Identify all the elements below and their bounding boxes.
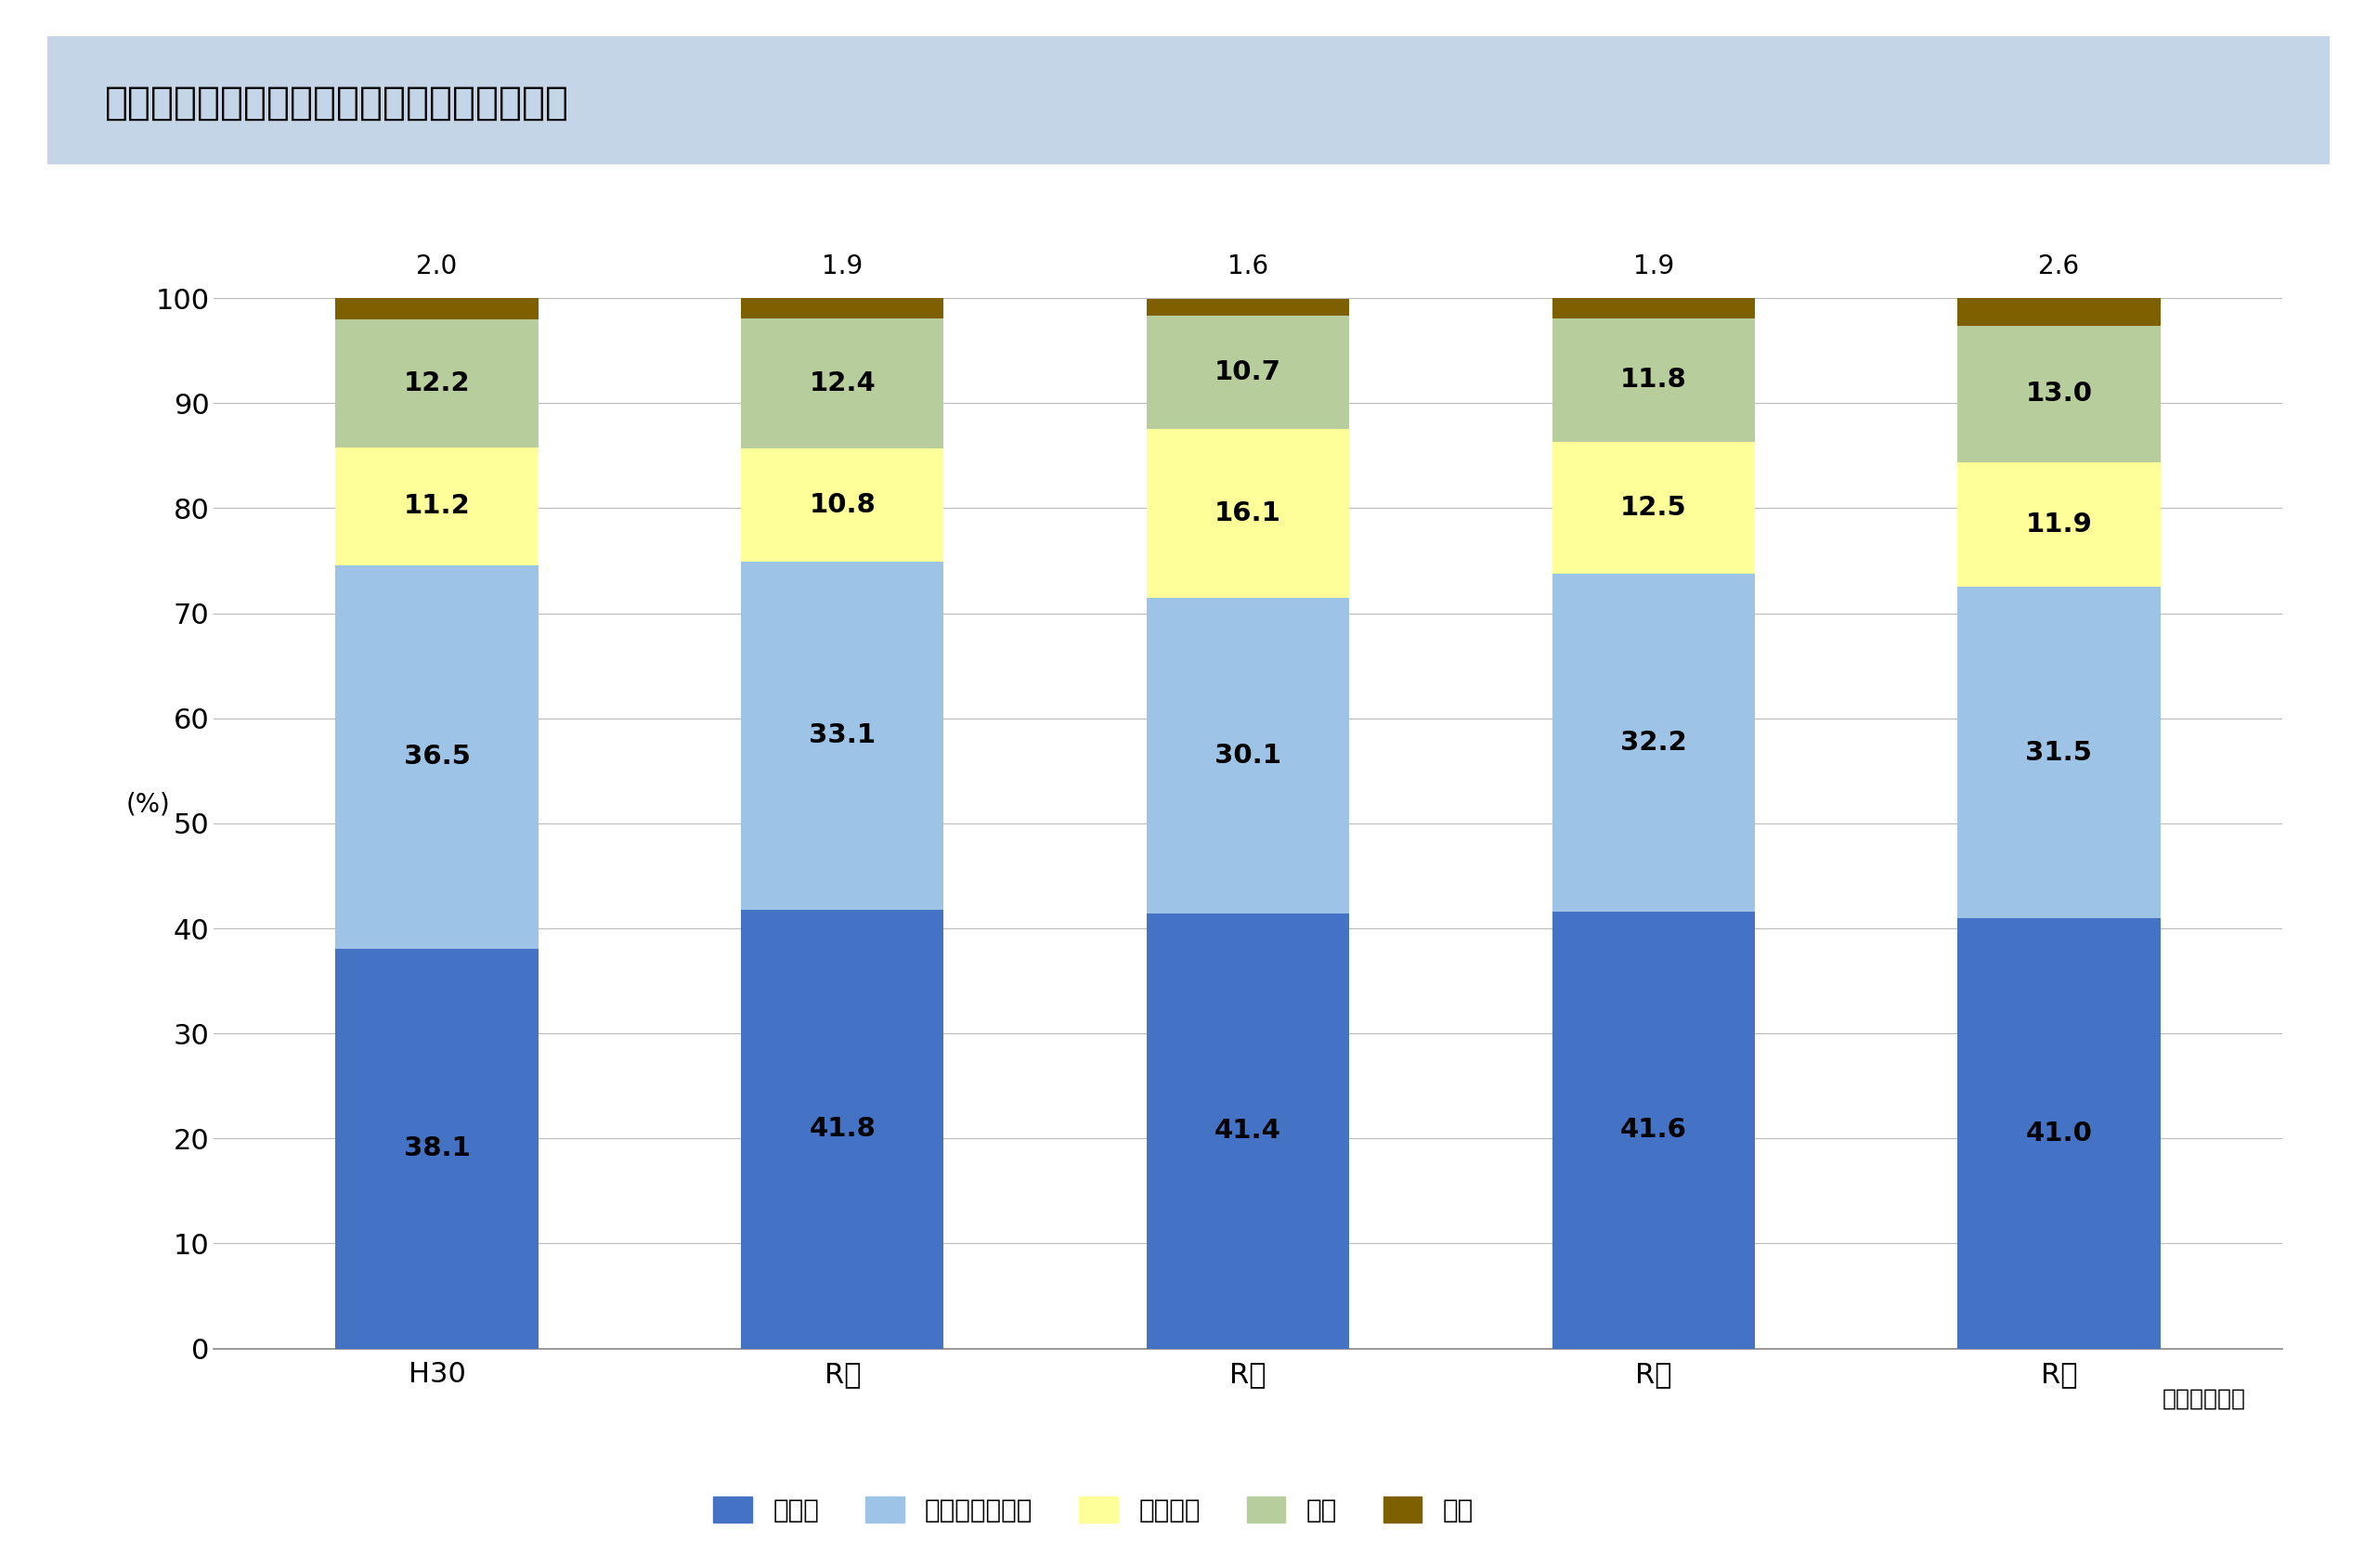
Text: 1.9: 1.9 <box>1633 254 1673 279</box>
Text: 41.0: 41.0 <box>2025 1120 2092 1146</box>
Text: 2.6: 2.6 <box>2039 254 2080 279</box>
Bar <box>335 320 537 447</box>
Text: 11.8: 11.8 <box>1621 367 1688 394</box>
Bar <box>1959 463 2161 586</box>
Text: 36.5: 36.5 <box>404 743 471 770</box>
Bar <box>742 561 944 909</box>
Text: 10.8: 10.8 <box>808 492 875 517</box>
Bar <box>1146 317 1350 428</box>
Text: 32.2: 32.2 <box>1621 729 1688 756</box>
Bar <box>742 909 944 1348</box>
Text: 38.1: 38.1 <box>404 1135 471 1162</box>
Text: 13.0: 13.0 <box>2025 381 2092 406</box>
Bar <box>1959 326 2161 463</box>
Text: 12.4: 12.4 <box>808 370 875 397</box>
Bar <box>1552 911 1754 1348</box>
Bar <box>1146 914 1350 1348</box>
Text: 41.8: 41.8 <box>808 1116 875 1142</box>
Text: 1.9: 1.9 <box>822 254 863 279</box>
Bar <box>1552 298 1754 318</box>
Text: 10.7: 10.7 <box>1215 359 1281 386</box>
Bar <box>335 949 537 1348</box>
Bar <box>1959 586 2161 917</box>
FancyBboxPatch shape <box>48 36 2329 165</box>
Text: 31.5: 31.5 <box>2025 740 2092 765</box>
Bar <box>1552 318 1754 442</box>
Bar <box>335 564 537 949</box>
Bar <box>1146 428 1350 597</box>
Text: 1.6: 1.6 <box>1227 254 1269 279</box>
Bar <box>1959 298 2161 326</box>
Text: 11.9: 11.9 <box>2025 511 2092 538</box>
Legend: その他, 現金・預貯金等, 有価証券, 土地, 家屋: その他, 現金・預貯金等, 有価証券, 土地, 家屋 <box>713 1496 1474 1524</box>
Text: 30.1: 30.1 <box>1215 743 1281 768</box>
Bar <box>742 298 944 318</box>
Bar <box>335 298 537 320</box>
Bar <box>1146 597 1350 914</box>
Text: 11.2: 11.2 <box>404 494 471 519</box>
Text: 16.1: 16.1 <box>1215 500 1281 525</box>
Bar <box>1959 917 2161 1348</box>
Text: ２　申告漏れ相続財産の金額の構成比の推移: ２ 申告漏れ相続財産の金額の構成比の推移 <box>105 83 568 122</box>
Bar <box>1552 574 1754 911</box>
Text: 2.0: 2.0 <box>416 254 456 279</box>
Bar <box>1552 442 1754 574</box>
Bar <box>1146 299 1350 317</box>
Bar <box>742 318 944 448</box>
Text: 12.2: 12.2 <box>404 370 471 397</box>
Text: 33.1: 33.1 <box>808 723 875 748</box>
Text: 41.4: 41.4 <box>1215 1118 1281 1145</box>
Bar <box>335 447 537 564</box>
Bar <box>742 448 944 561</box>
Text: 12.5: 12.5 <box>1621 495 1688 521</box>
Text: （事務年度）: （事務年度） <box>2163 1388 2246 1410</box>
Text: 41.6: 41.6 <box>1621 1116 1688 1143</box>
Y-axis label: (%): (%) <box>126 792 169 818</box>
